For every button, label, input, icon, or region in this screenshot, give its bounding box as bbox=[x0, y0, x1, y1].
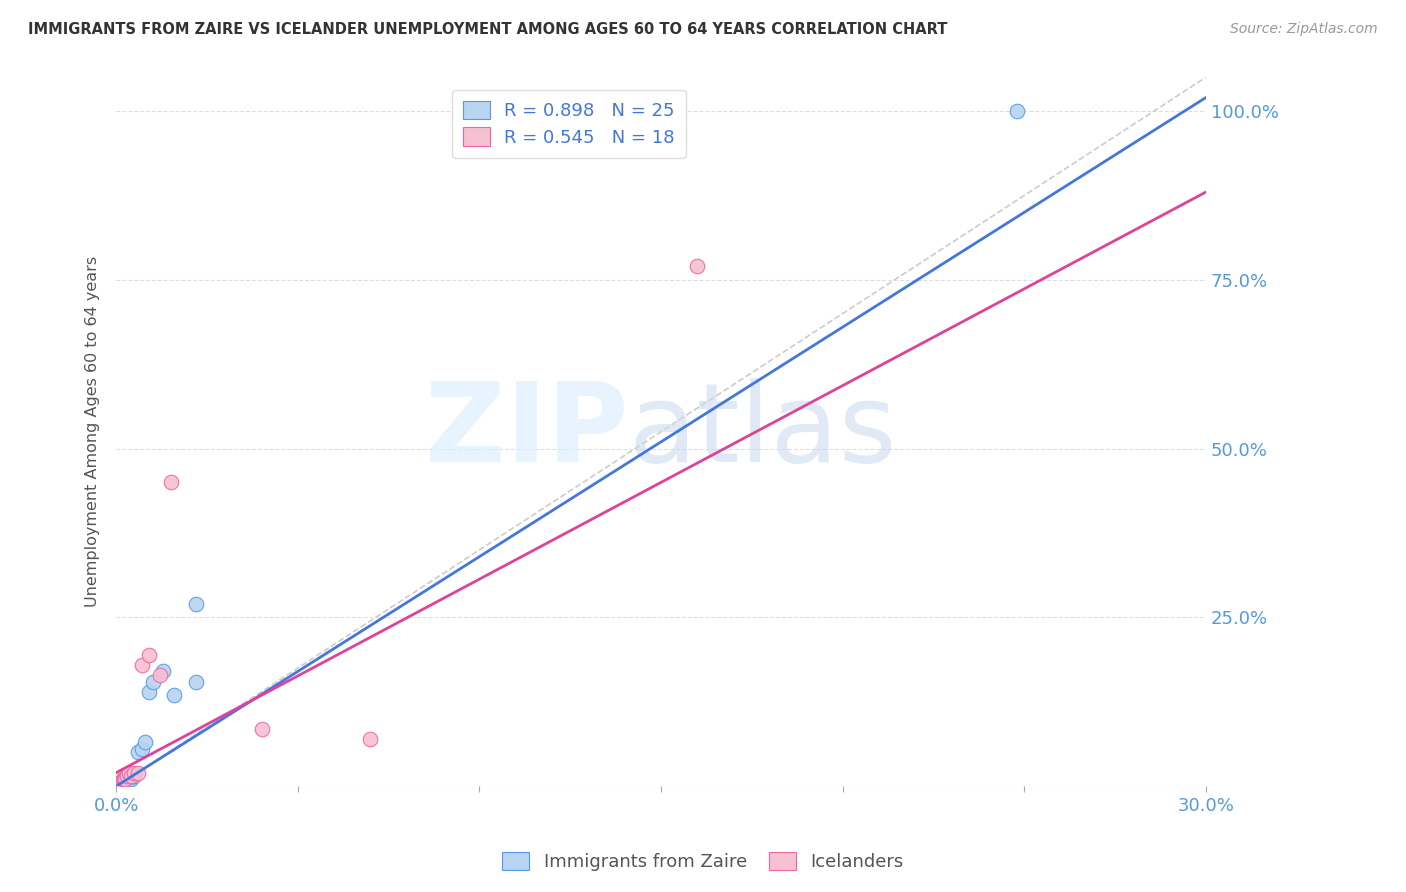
Point bbox=[120, 772, 142, 787]
Point bbox=[114, 773, 136, 788]
Legend: Immigrants from Zaire, Icelanders: Immigrants from Zaire, Icelanders bbox=[495, 845, 911, 879]
Point bbox=[138, 684, 160, 698]
Text: Source: ZipAtlas.com: Source: ZipAtlas.com bbox=[1230, 22, 1378, 37]
Point bbox=[111, 773, 134, 788]
Point bbox=[112, 772, 135, 787]
Point bbox=[159, 475, 181, 490]
Point bbox=[108, 776, 131, 790]
Point bbox=[149, 667, 172, 681]
Point bbox=[124, 769, 146, 783]
Point bbox=[111, 776, 134, 790]
Point bbox=[115, 772, 138, 787]
Point bbox=[121, 769, 143, 783]
Point bbox=[108, 776, 131, 790]
Legend: R = 0.898   N = 25, R = 0.545   N = 18: R = 0.898 N = 25, R = 0.545 N = 18 bbox=[453, 90, 686, 158]
Point bbox=[134, 735, 156, 749]
Point bbox=[131, 657, 153, 672]
Point bbox=[250, 722, 273, 736]
Text: atlas: atlas bbox=[628, 378, 897, 485]
Point bbox=[112, 772, 135, 787]
Point bbox=[108, 776, 131, 790]
Point bbox=[127, 745, 149, 759]
Text: IMMIGRANTS FROM ZAIRE VS ICELANDER UNEMPLOYMENT AMONG AGES 60 TO 64 YEARS CORREL: IMMIGRANTS FROM ZAIRE VS ICELANDER UNEMP… bbox=[28, 22, 948, 37]
Point bbox=[131, 742, 153, 756]
Point bbox=[118, 772, 141, 787]
Point bbox=[115, 769, 138, 783]
Point bbox=[118, 765, 141, 780]
Text: ZIP: ZIP bbox=[425, 378, 628, 485]
Point bbox=[120, 769, 142, 783]
Point bbox=[1005, 104, 1028, 119]
Point bbox=[115, 769, 138, 783]
Point bbox=[186, 597, 208, 611]
Point bbox=[110, 776, 132, 790]
Y-axis label: Unemployment Among Ages 60 to 64 years: Unemployment Among Ages 60 to 64 years bbox=[86, 256, 100, 607]
Point bbox=[112, 772, 135, 787]
Point bbox=[114, 772, 136, 787]
Point bbox=[142, 674, 165, 689]
Point bbox=[108, 776, 131, 790]
Point bbox=[111, 772, 134, 787]
Point bbox=[127, 765, 149, 780]
Point bbox=[186, 674, 208, 689]
Point bbox=[686, 260, 709, 274]
Point bbox=[111, 776, 134, 790]
Point bbox=[120, 769, 142, 783]
Point bbox=[138, 648, 160, 662]
Point bbox=[163, 688, 186, 702]
Point bbox=[359, 731, 381, 746]
Point bbox=[124, 765, 146, 780]
Point bbox=[152, 665, 174, 679]
